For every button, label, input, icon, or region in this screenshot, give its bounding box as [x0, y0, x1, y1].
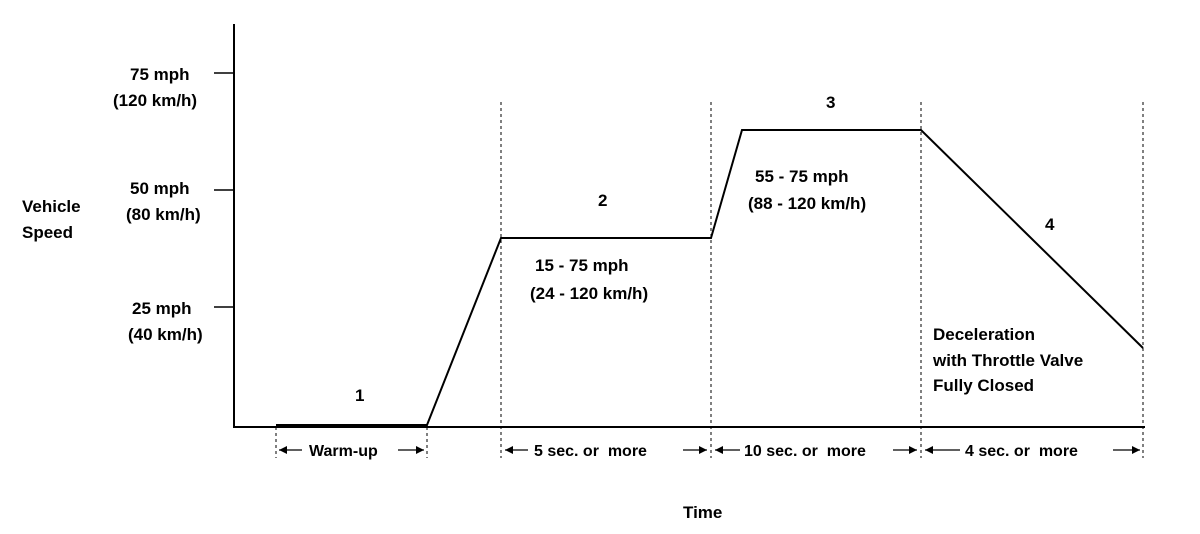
- phase-4-note-line3: Fully Closed: [933, 376, 1034, 395]
- y-tick-label-75-mph: 75 mph: [130, 65, 190, 84]
- y-tick-label-25-mph: 25 mph: [132, 299, 192, 318]
- y-tick-label-50-mph: 50 mph: [130, 179, 190, 198]
- duration-phase3-label: 10 sec. or more: [744, 443, 866, 460]
- y-axis-label-line2: Speed: [22, 223, 73, 242]
- x-axis-label: Time: [683, 503, 722, 522]
- duration-phase3-arrows: [715, 446, 917, 454]
- duration-phase2-label: 5 sec. or more: [534, 443, 647, 460]
- phase-3-number: 3: [826, 93, 835, 112]
- phase-3-speed-mph: 55 - 75 mph: [755, 167, 849, 186]
- y-axis-label-line1: Vehicle: [22, 197, 81, 216]
- duration-phase4-label: 4 sec. or more: [965, 443, 1078, 460]
- phase-2-speed-kmh: (24 - 120 km/h): [530, 284, 648, 303]
- y-tick-label-75-kmh: (120 km/h): [113, 91, 197, 110]
- phase-4-note-line1: Deceleration: [933, 325, 1035, 344]
- y-tick-label-50-kmh: (80 km/h): [126, 205, 201, 224]
- phase-4-note-line2: with Throttle Valve: [932, 351, 1083, 370]
- phase-2-speed-mph: 15 - 75 mph: [535, 256, 629, 275]
- phase-1-number: 1: [355, 386, 364, 405]
- y-tick-label-25-kmh: (40 km/h): [128, 325, 203, 344]
- duration-phase4-arrows: [925, 446, 1140, 454]
- phase-3-speed-kmh: (88 - 120 km/h): [748, 194, 866, 213]
- phase-4-number: 4: [1045, 215, 1055, 234]
- duration-phase2-arrows: [505, 446, 707, 454]
- phase-2-number: 2: [598, 191, 607, 210]
- speed-profile-curve: [276, 129, 1144, 426]
- duration-warmup-arrows: [279, 446, 424, 454]
- duration-warmup-label: Warm-up: [309, 443, 378, 460]
